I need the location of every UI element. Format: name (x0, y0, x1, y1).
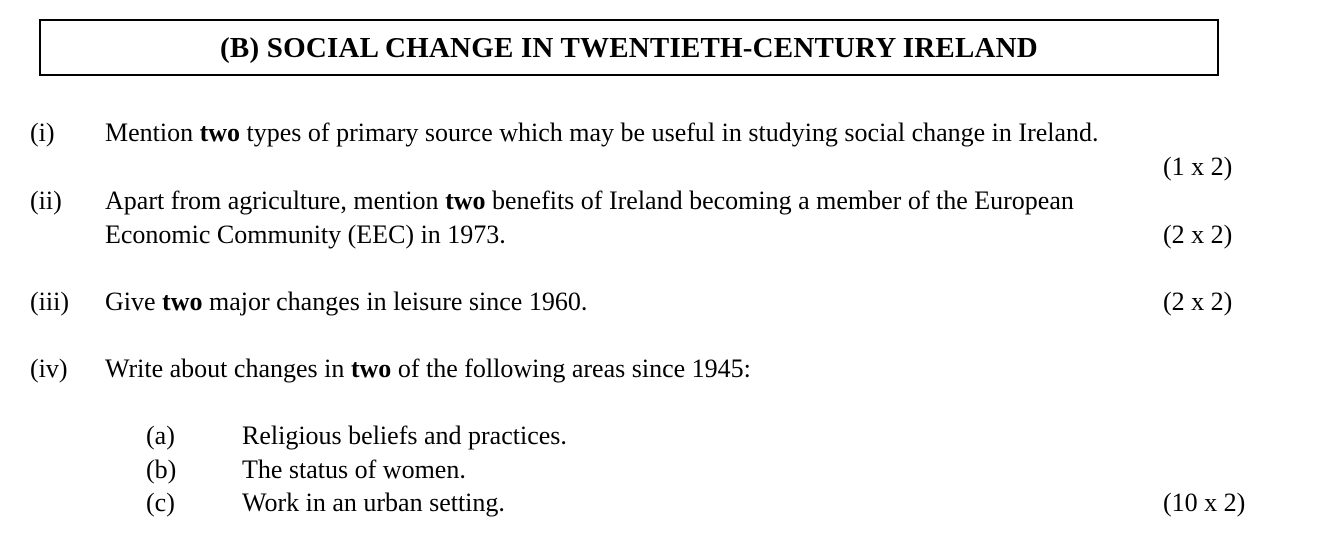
question-text-part: types of primary source which may be use… (240, 118, 1099, 147)
section-title-box: (B) SOCIAL CHANGE IN TWENTIETH-CENTURY I… (39, 19, 1219, 76)
marks-label: (2 x 2) (1163, 220, 1233, 249)
question-text-part: Mention (105, 118, 200, 147)
question-number: (i) (30, 118, 55, 147)
question-text-part: major changes in leisure since 1960. (202, 287, 588, 316)
option-text: Work in an urban setting. (242, 488, 505, 517)
question-number: (ii) (30, 186, 62, 215)
question-text: Apart from agriculture, mention two bene… (105, 184, 1074, 218)
question-text-part: Give (105, 287, 163, 316)
question-text-part: benefits of Ireland becoming a member of… (485, 186, 1074, 215)
option-text: Religious beliefs and practices. (242, 421, 567, 450)
question-emphasis: two (350, 354, 392, 383)
question-number: (iii) (30, 287, 69, 316)
question-text-part: Write about changes in (105, 354, 351, 383)
question-number: (iv) (30, 354, 68, 383)
section-title: (B) SOCIAL CHANGE IN TWENTIETH-CENTURY I… (220, 31, 1038, 64)
marks-label: (2 x 2) (1163, 287, 1233, 316)
marks-label: (1 x 2) (1163, 152, 1233, 181)
question-text: Mention two types of primary source whic… (105, 116, 1099, 150)
question-text-part: of the following areas since 1945: (391, 354, 751, 383)
question-text: Give two major changes in leisure since … (105, 285, 587, 319)
option-letter: (a) (146, 421, 175, 450)
question-text-continued: Economic Community (EEC) in 1973. (105, 220, 506, 249)
question-emphasis: two (445, 186, 486, 215)
question-text-part: Apart from agriculture, mention (105, 186, 446, 215)
option-letter: (b) (146, 455, 177, 484)
marks-label: (10 x 2) (1163, 488, 1246, 517)
question-emphasis: two (162, 287, 203, 316)
question-text: Write about changes in two of the follow… (105, 352, 751, 386)
option-text: The status of women. (242, 455, 466, 484)
question-emphasis: two (199, 118, 241, 147)
option-letter: (c) (146, 488, 175, 517)
